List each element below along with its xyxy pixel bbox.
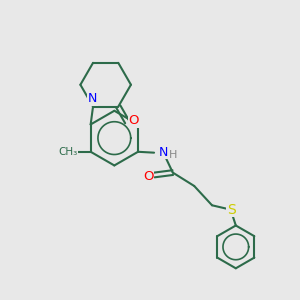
Text: H: H [169, 150, 177, 160]
Text: O: O [128, 114, 139, 127]
Text: O: O [143, 170, 154, 183]
Text: N: N [158, 146, 168, 159]
Text: CH₃: CH₃ [58, 147, 77, 157]
Text: S: S [227, 203, 236, 217]
Text: N: N [88, 92, 97, 105]
